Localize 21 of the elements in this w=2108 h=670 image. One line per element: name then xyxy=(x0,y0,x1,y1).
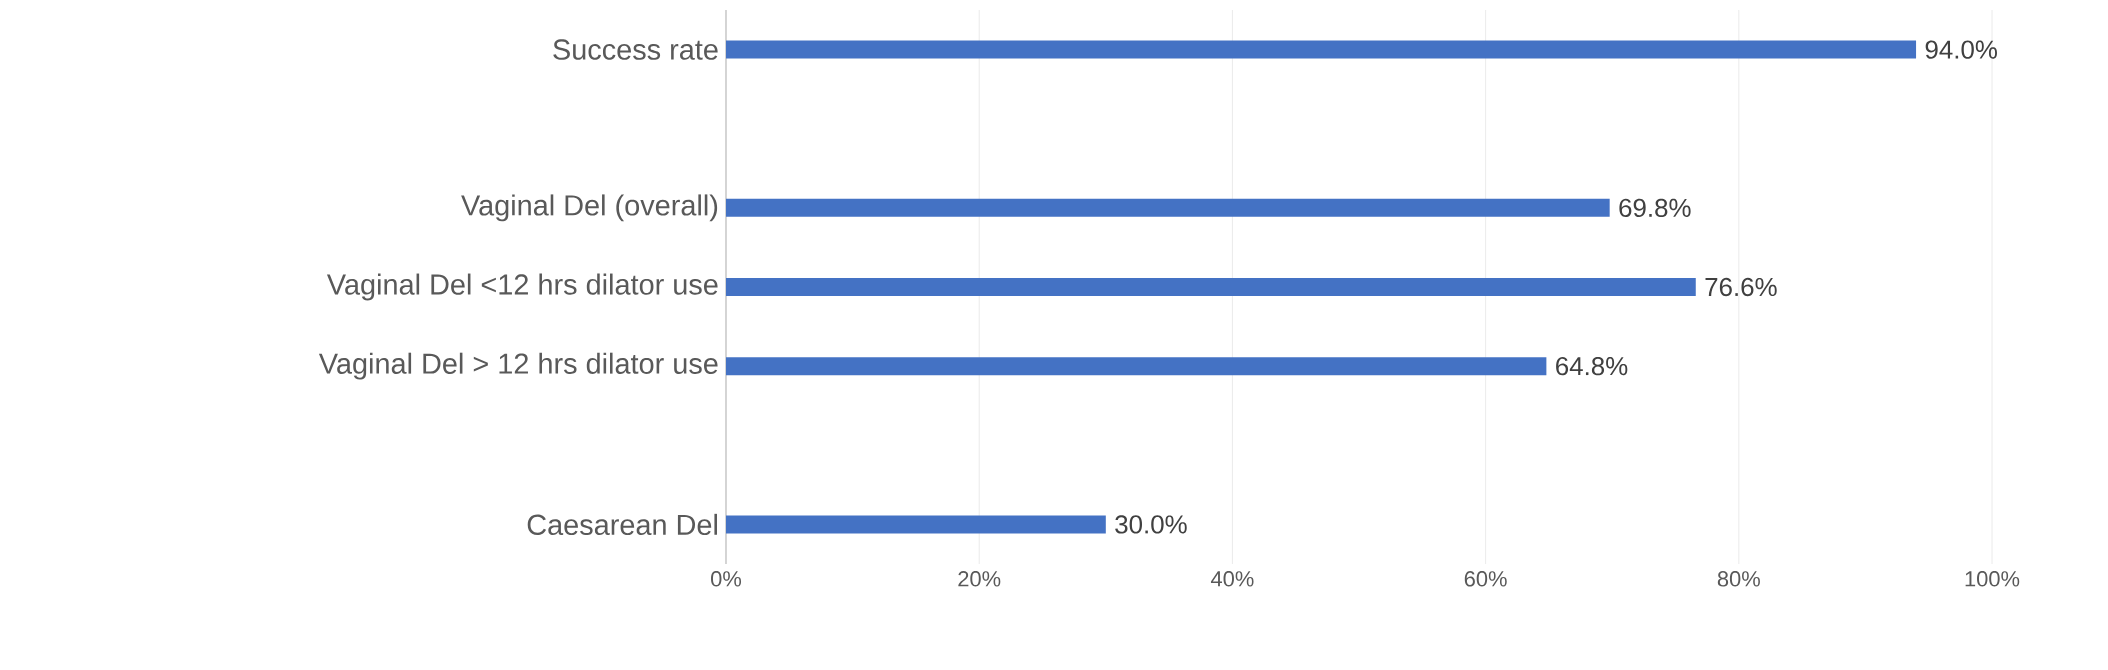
data-label: 30.0% xyxy=(1115,515,1187,534)
y-tick-label: Caesarean Del xyxy=(527,513,717,536)
data-label: 69.8% xyxy=(1619,198,1691,218)
data-label: 94.0% xyxy=(1925,40,1997,59)
x-tick-label: 60% xyxy=(1464,571,1507,587)
x-tick-label: 80% xyxy=(1717,571,1760,587)
x-tick-label: 100% xyxy=(1965,571,2020,587)
data-label: 64.8% xyxy=(1556,356,1628,376)
bar xyxy=(726,198,1610,217)
y-tick-label: Vaginal Del <12 hrs dilator use xyxy=(326,273,718,301)
x-tick-label: 0% xyxy=(711,571,742,587)
y-tick-label: Vaginal Del (overall) xyxy=(461,194,718,222)
bar xyxy=(726,515,1106,534)
y-tick-label: Vaginal Del > 12 hrs dilator use xyxy=(318,352,718,380)
data-label: 76.6% xyxy=(1705,277,1777,297)
bar xyxy=(726,278,1696,297)
x-tick-label: 40% xyxy=(1210,571,1254,587)
bar xyxy=(726,40,1917,59)
bar xyxy=(726,357,1547,376)
y-tick-label: Success rate xyxy=(553,39,718,60)
x-tick-label: 20% xyxy=(958,571,1001,587)
